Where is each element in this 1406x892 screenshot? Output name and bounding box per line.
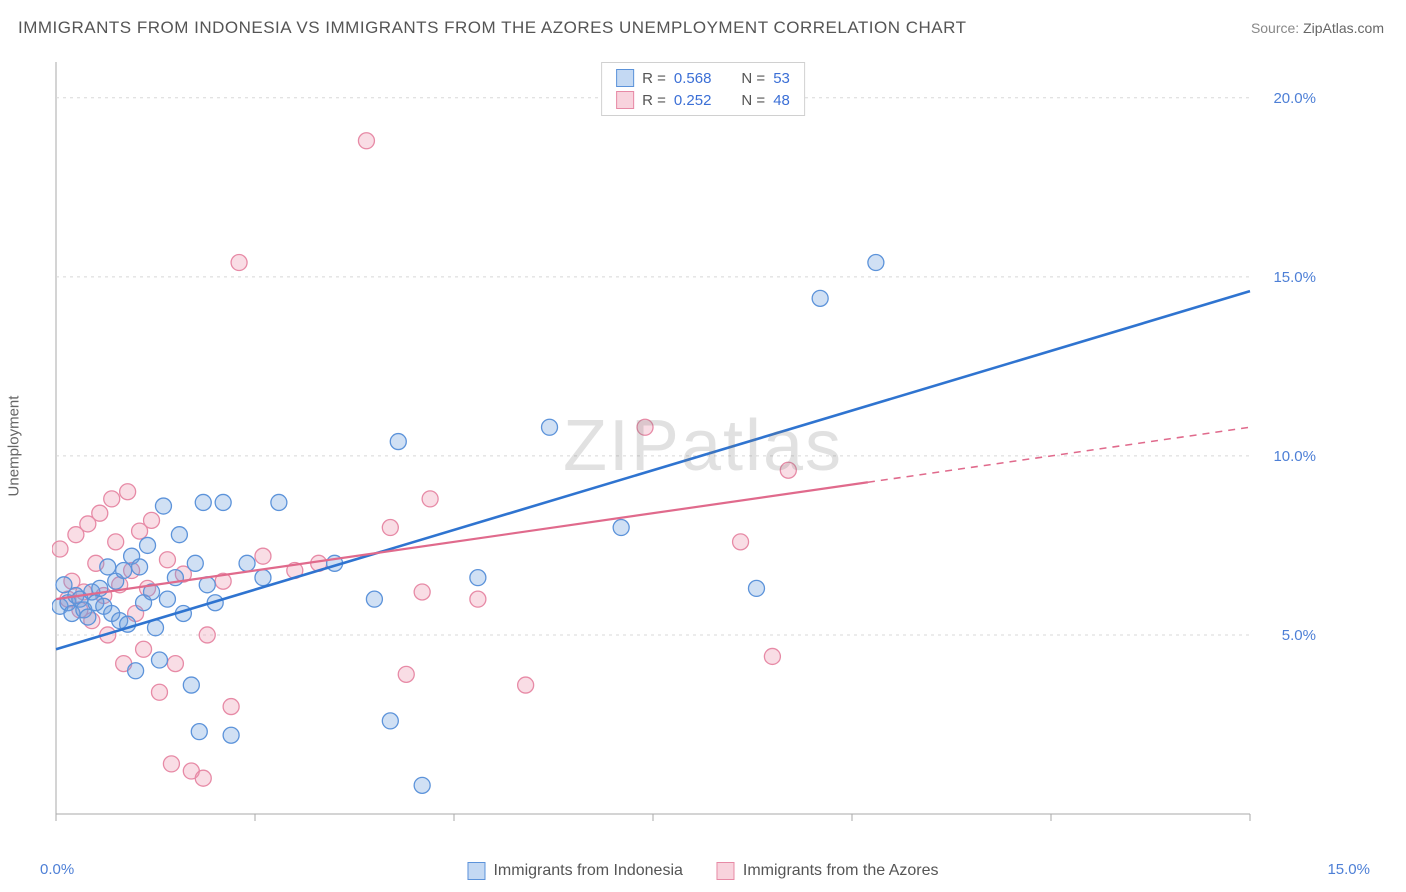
svg-text:15.0%: 15.0% (1273, 269, 1316, 286)
n-value-indonesia: 53 (773, 70, 790, 87)
n-label: N = (741, 92, 765, 109)
y-axis-label: Unemployment (6, 396, 23, 497)
r-label: R = (642, 92, 666, 109)
stats-row-indonesia: R = 0.568 N = 53 (602, 67, 804, 89)
chart-area: 5.0% 10.0% 15.0% 20.0% (52, 58, 1322, 838)
stats-legend: R = 0.568 N = 53 R = 0.252 N = 48 (601, 62, 805, 116)
x-axis-min-label: 0.0% (40, 861, 74, 878)
svg-text:20.0%: 20.0% (1273, 90, 1316, 107)
source-name: ZipAtlas.com (1303, 20, 1384, 36)
n-label: N = (741, 70, 765, 87)
n-value-azores: 48 (773, 92, 790, 109)
swatch-indonesia (467, 862, 485, 880)
page-title: IMMIGRANTS FROM INDONESIA VS IMMIGRANTS … (18, 18, 967, 38)
r-label: R = (642, 70, 666, 87)
legend-item-azores: Immigrants from the Azores (717, 862, 939, 880)
legend-label-azores: Immigrants from the Azores (743, 862, 939, 880)
series-legend: Immigrants from Indonesia Immigrants fro… (467, 862, 938, 880)
legend-item-indonesia: Immigrants from Indonesia (467, 862, 682, 880)
swatch-azores (616, 91, 634, 109)
swatch-azores (717, 862, 735, 880)
chart-svg: 5.0% 10.0% 15.0% 20.0% (52, 58, 1322, 838)
stats-row-azores: R = 0.252 N = 48 (602, 89, 804, 111)
source-credit: Source: ZipAtlas.com (1251, 20, 1384, 36)
source-label: Source: (1251, 20, 1299, 36)
svg-text:5.0%: 5.0% (1282, 627, 1316, 644)
swatch-indonesia (616, 69, 634, 87)
r-value-azores: 0.252 (674, 92, 712, 109)
r-value-indonesia: 0.568 (674, 70, 712, 87)
svg-text:10.0%: 10.0% (1273, 448, 1316, 465)
legend-label-indonesia: Immigrants from Indonesia (493, 862, 682, 880)
x-axis-max-label: 15.0% (1327, 861, 1370, 878)
